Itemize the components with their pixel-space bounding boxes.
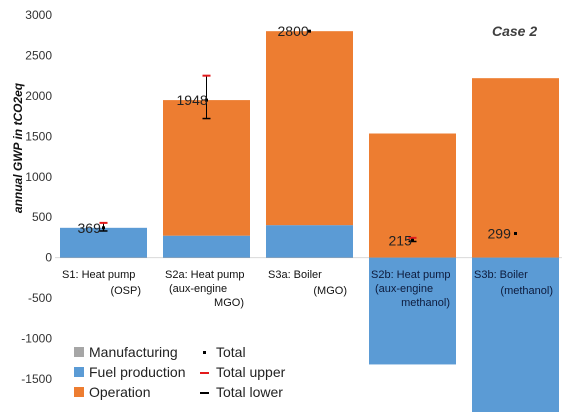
- legend-label: Manufacturing: [89, 344, 178, 360]
- legend-swatch: [74, 367, 84, 377]
- bar-segment: [266, 31, 353, 226]
- y-tick-label: 2500: [25, 48, 52, 62]
- y-tick-label: 500: [32, 210, 52, 224]
- legend-swatch: [74, 347, 84, 357]
- legend-label: Total: [216, 344, 246, 360]
- category-label: (methanol): [500, 285, 553, 297]
- bar-segment: [369, 133, 456, 258]
- data-labels: 369 1948 2800 215 299: [78, 23, 512, 248]
- bar-segment: [60, 257, 147, 259]
- category-label: (aux-engine: [169, 283, 227, 295]
- category-label: (OSP): [110, 285, 141, 297]
- legend-label: Operation: [89, 384, 150, 400]
- y-tick-label: 1000: [25, 170, 52, 184]
- legend-swatch: [74, 387, 84, 397]
- bars: [60, 31, 559, 412]
- category-label: methanol): [401, 297, 450, 309]
- y-tick-label: 0: [45, 251, 52, 265]
- y-tick-label: 2000: [25, 89, 52, 103]
- category-labels: S1: Heat pump (OSP) S2a: Heat pump (aux-eng…: [62, 269, 553, 309]
- bar-segment: [266, 257, 353, 259]
- category-label: S3b: Boiler: [474, 269, 528, 281]
- legend-label: Fuel production: [89, 364, 186, 380]
- y-tick-label: -1000: [21, 332, 52, 346]
- data-label: 2800: [278, 23, 309, 39]
- category-label: (MGO): [313, 285, 347, 297]
- bar-segment: [163, 235, 250, 258]
- bar-segment: [472, 78, 559, 258]
- category-label: S3a: Boiler: [268, 269, 322, 281]
- data-label: 369: [78, 220, 102, 236]
- total-marker: [514, 231, 517, 235]
- total-marker: [102, 226, 105, 230]
- total-marker: [205, 98, 208, 102]
- category-label: S2b: Heat pump: [371, 269, 451, 281]
- y-axis: -1500 -1000 -500 0 500 1000 1500 2000 2500 3000: [21, 8, 562, 386]
- bar-segment: [472, 257, 559, 412]
- total-marker: [411, 238, 414, 242]
- legend-marker: [203, 351, 206, 354]
- category-label: (aux-engine: [375, 283, 433, 295]
- total-marker: [308, 29, 311, 33]
- legend-label: Total upper: [216, 364, 286, 380]
- case-label: Case 2: [492, 23, 537, 39]
- category-label: S1: Heat pump: [62, 269, 135, 281]
- data-label: 215: [389, 232, 413, 248]
- bar-segment: [369, 257, 456, 365]
- bar-segment: [163, 100, 250, 236]
- data-label: 299: [488, 225, 512, 241]
- legend-label: Total lower: [216, 384, 283, 400]
- bar-segment: [60, 227, 147, 258]
- category-label: S2a: Heat pump: [165, 269, 245, 281]
- bar-segment: [266, 225, 353, 258]
- bar-segment: [163, 257, 250, 259]
- y-tick-label: 3000: [25, 8, 52, 22]
- y-axis-label: annual GWP in tCO2eq: [11, 82, 25, 213]
- category-label: MGO): [214, 297, 244, 309]
- total-markers: [99, 29, 517, 243]
- data-label: 1948: [177, 92, 208, 108]
- y-tick-label: 1500: [25, 129, 52, 143]
- y-tick-label: -1500: [21, 372, 52, 386]
- y-tick-label: -500: [28, 291, 52, 305]
- legend: Manufacturing Fuel production Operation Tot…: [74, 344, 286, 400]
